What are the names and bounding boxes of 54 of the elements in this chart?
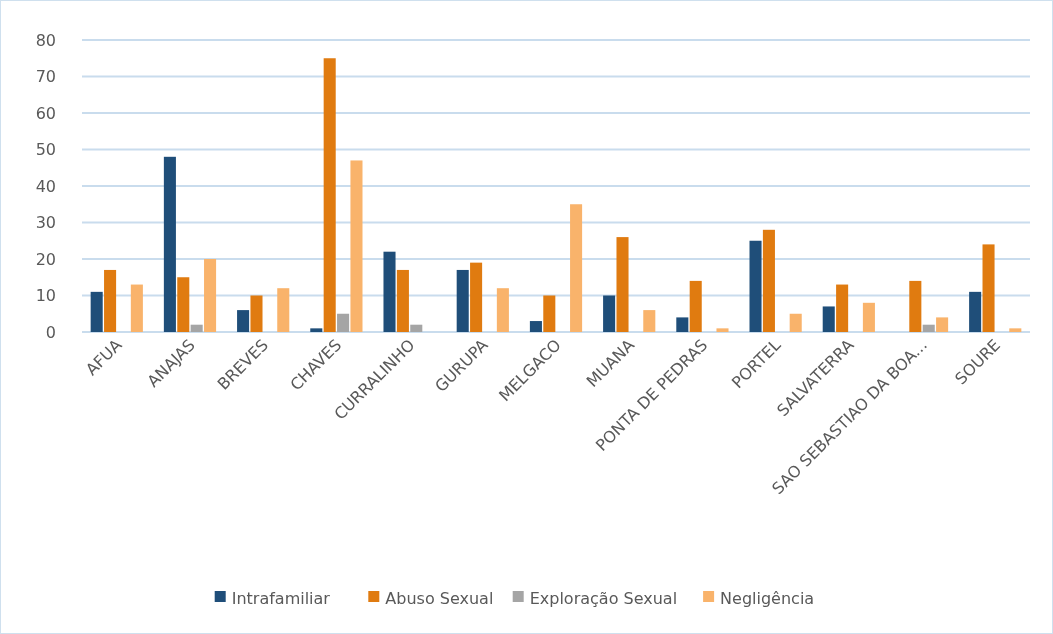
bar	[104, 269, 117, 332]
bar	[383, 251, 396, 332]
bar	[836, 284, 849, 332]
bar	[1009, 328, 1022, 332]
bar	[237, 310, 250, 332]
y-tick-label: 30	[35, 213, 56, 233]
bar	[177, 277, 190, 332]
bar	[762, 229, 775, 332]
bar	[470, 262, 483, 332]
bar	[789, 313, 802, 332]
bar	[922, 324, 935, 332]
bar	[396, 269, 409, 332]
bar	[862, 302, 875, 332]
legend-label: Intrafamiliar	[231, 588, 331, 608]
y-tick-label: 80	[35, 30, 56, 50]
bar	[310, 328, 323, 332]
legend-label: Exploração Sexual	[529, 588, 678, 608]
bar	[543, 295, 556, 332]
bar	[676, 317, 689, 332]
bar	[529, 321, 542, 332]
bar	[570, 204, 583, 332]
bar	[909, 280, 922, 332]
legend-label: Abuso Sexual	[385, 588, 494, 608]
bar	[350, 160, 363, 332]
bar	[90, 291, 103, 332]
legend-label: Negligência	[720, 588, 815, 608]
y-tick-label: 70	[35, 67, 56, 87]
bar	[277, 288, 290, 332]
bar	[822, 306, 835, 332]
y-tick-label: 60	[35, 103, 56, 123]
bar	[936, 317, 949, 332]
bar	[643, 310, 656, 332]
bar	[337, 313, 350, 332]
bar	[456, 269, 469, 332]
y-tick-label: 40	[35, 176, 56, 196]
y-tick-label: 20	[35, 249, 56, 269]
bar	[204, 259, 217, 332]
bar	[190, 324, 203, 332]
bar	[603, 295, 616, 332]
bar	[130, 284, 143, 332]
bar	[982, 244, 995, 332]
bar	[689, 280, 702, 332]
bar	[410, 324, 423, 332]
bar	[969, 291, 982, 332]
y-tick-label: 50	[35, 140, 56, 160]
bar	[716, 328, 729, 332]
y-tick-label: 10	[35, 286, 56, 306]
bar	[616, 237, 629, 332]
bar	[749, 240, 762, 332]
y-tick-label: 0	[45, 322, 56, 342]
bar	[323, 58, 336, 332]
bar	[163, 156, 176, 332]
bar	[496, 288, 509, 332]
bar	[250, 295, 263, 332]
